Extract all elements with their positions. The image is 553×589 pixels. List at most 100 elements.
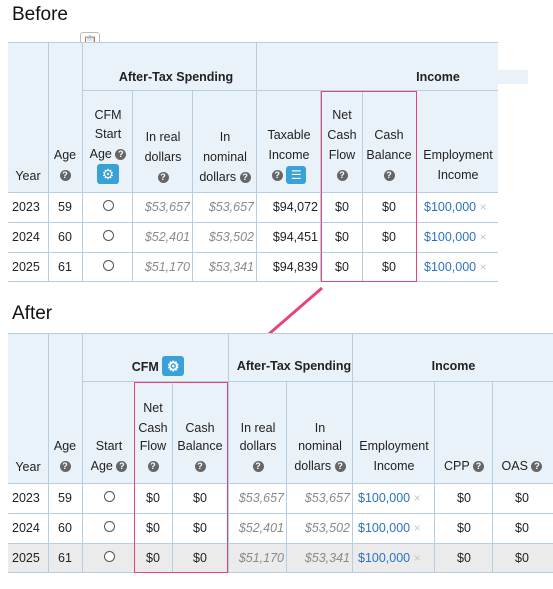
question-icon[interactable]: ?: [531, 461, 543, 473]
cell-employment-link[interactable]: $100,000: [424, 260, 477, 274]
remove-icon[interactable]: ×: [479, 200, 487, 214]
question-icon[interactable]: ?: [157, 172, 169, 184]
cell-net-cash-flow: $0: [335, 200, 349, 214]
cell-employment-link[interactable]: $100,000: [358, 521, 411, 535]
remove-icon[interactable]: ×: [479, 230, 487, 244]
col-header-net-cash: Cash: [138, 421, 168, 435]
cell-age: 59: [58, 200, 72, 214]
col-header-real: In real: [240, 421, 276, 435]
radio-button[interactable]: [102, 200, 114, 211]
cell-taxable: $94,451: [272, 230, 318, 244]
cell-nominal: $53,657: [304, 491, 350, 505]
cell-employment-link[interactable]: $100,000: [358, 551, 411, 565]
col-header-year: Year: [15, 169, 41, 183]
gear-icon[interactable]: ⚙: [97, 164, 119, 184]
question-icon[interactable]: ?: [252, 461, 264, 473]
question-icon[interactable]: ?: [239, 172, 251, 184]
col-header-net-cash: Cash: [327, 128, 357, 142]
col-header-cfm-start: Start: [94, 127, 122, 141]
remove-icon[interactable]: ×: [479, 260, 487, 274]
remove-icon[interactable]: ×: [413, 551, 421, 565]
cell-real: $51,170: [238, 551, 284, 565]
col-header-employment-income: Income: [373, 459, 415, 473]
cell-nominal: $53,502: [304, 521, 350, 535]
group-header-income: Income: [354, 359, 553, 373]
question-icon[interactable]: ?: [383, 170, 395, 182]
cell-year: 2025: [12, 551, 40, 565]
cell-employment-link[interactable]: $100,000: [358, 491, 411, 505]
highlight-box-before: [321, 91, 417, 282]
cell-cash-balance: $0: [382, 200, 396, 214]
col-header-employment: Employment: [423, 148, 493, 162]
cell-real: $53,657: [144, 200, 190, 214]
col-header-net-flow: Flow: [139, 439, 167, 453]
col-header-start: Start: [95, 439, 123, 453]
cell-net-cash-flow: $0: [146, 521, 160, 535]
col-header-cfm-age: Age: [89, 147, 112, 161]
cell-oas: $0: [515, 521, 529, 535]
question-icon[interactable]: ?: [115, 149, 127, 161]
col-header-employment: Employment: [359, 439, 429, 453]
question-icon[interactable]: ?: [147, 461, 159, 473]
col-header-employment-income: Income: [437, 168, 479, 182]
radio-button[interactable]: [103, 551, 115, 562]
cell-year: 2023: [12, 491, 40, 505]
cell-net-cash-flow: $0: [335, 230, 349, 244]
col-header-real-dollars: dollars: [144, 150, 182, 164]
radio-button[interactable]: [103, 491, 115, 502]
question-icon[interactable]: ?: [334, 461, 346, 473]
question-icon[interactable]: ?: [59, 461, 71, 473]
cell-age: 59: [58, 491, 72, 505]
cell-year: 2024: [12, 230, 40, 244]
group-header-income: Income: [348, 70, 528, 84]
cell-year: 2024: [12, 521, 40, 535]
radio-button[interactable]: [102, 230, 114, 241]
question-icon[interactable]: ?: [472, 461, 484, 473]
highlight-box-after: [134, 382, 228, 573]
cell-real: $52,401: [144, 230, 190, 244]
cell-cash-balance: $0: [193, 521, 207, 535]
cell-employment-link[interactable]: $100,000: [424, 200, 477, 214]
cell-oas: $0: [515, 551, 529, 565]
cell-oas: $0: [515, 491, 529, 505]
gear-icon[interactable]: ⚙: [162, 356, 185, 376]
col-header-net: Net: [332, 108, 352, 122]
col-header-cash: Cash: [374, 128, 404, 142]
col-header-oas: OAS: [501, 459, 528, 473]
cell-year: 2025: [12, 260, 40, 274]
group-header-after-tax: After-Tax Spending: [234, 359, 354, 373]
col-header-taxable-income: Income: [268, 148, 310, 162]
list-icon[interactable]: ☰: [286, 166, 307, 184]
cell-age: 61: [58, 260, 72, 274]
cell-age: 60: [58, 521, 72, 535]
cell-cash-balance: $0: [382, 260, 396, 274]
col-header-age: Age: [53, 148, 77, 162]
cell-employment-link[interactable]: $100,000: [424, 230, 477, 244]
cell-real: $53,657: [238, 491, 284, 505]
cell-age: 60: [58, 230, 72, 244]
cell-nominal: $53,341: [208, 260, 254, 274]
remove-icon[interactable]: ×: [413, 491, 421, 505]
question-icon[interactable]: ?: [271, 170, 283, 182]
cell-cash-balance: $0: [382, 230, 396, 244]
col-header-start-age: Age: [90, 459, 113, 473]
radio-button[interactable]: [103, 521, 115, 532]
cell-nominal: $53,657: [208, 200, 254, 214]
group-header-after-tax: After-Tax Spending: [96, 70, 256, 84]
question-icon[interactable]: ?: [116, 461, 128, 473]
cell-cash-balance: $0: [193, 491, 207, 505]
cell-cash-balance: $0: [193, 551, 207, 565]
cell-cpp: $0: [457, 521, 471, 535]
col-header-cpp: CPP: [444, 459, 470, 473]
col-header-cash-balance: Balance: [366, 148, 412, 162]
col-header-year: Year: [15, 460, 41, 474]
question-icon[interactable]: ?: [194, 461, 206, 473]
col-header-real: In real: [145, 130, 181, 144]
table-row: [8, 513, 553, 543]
remove-icon[interactable]: ×: [413, 521, 421, 535]
table-row: [8, 543, 553, 573]
cell-nominal: $53,502: [208, 230, 254, 244]
radio-button[interactable]: [102, 260, 114, 271]
question-icon[interactable]: ?: [336, 170, 348, 182]
question-icon[interactable]: ?: [59, 170, 71, 182]
